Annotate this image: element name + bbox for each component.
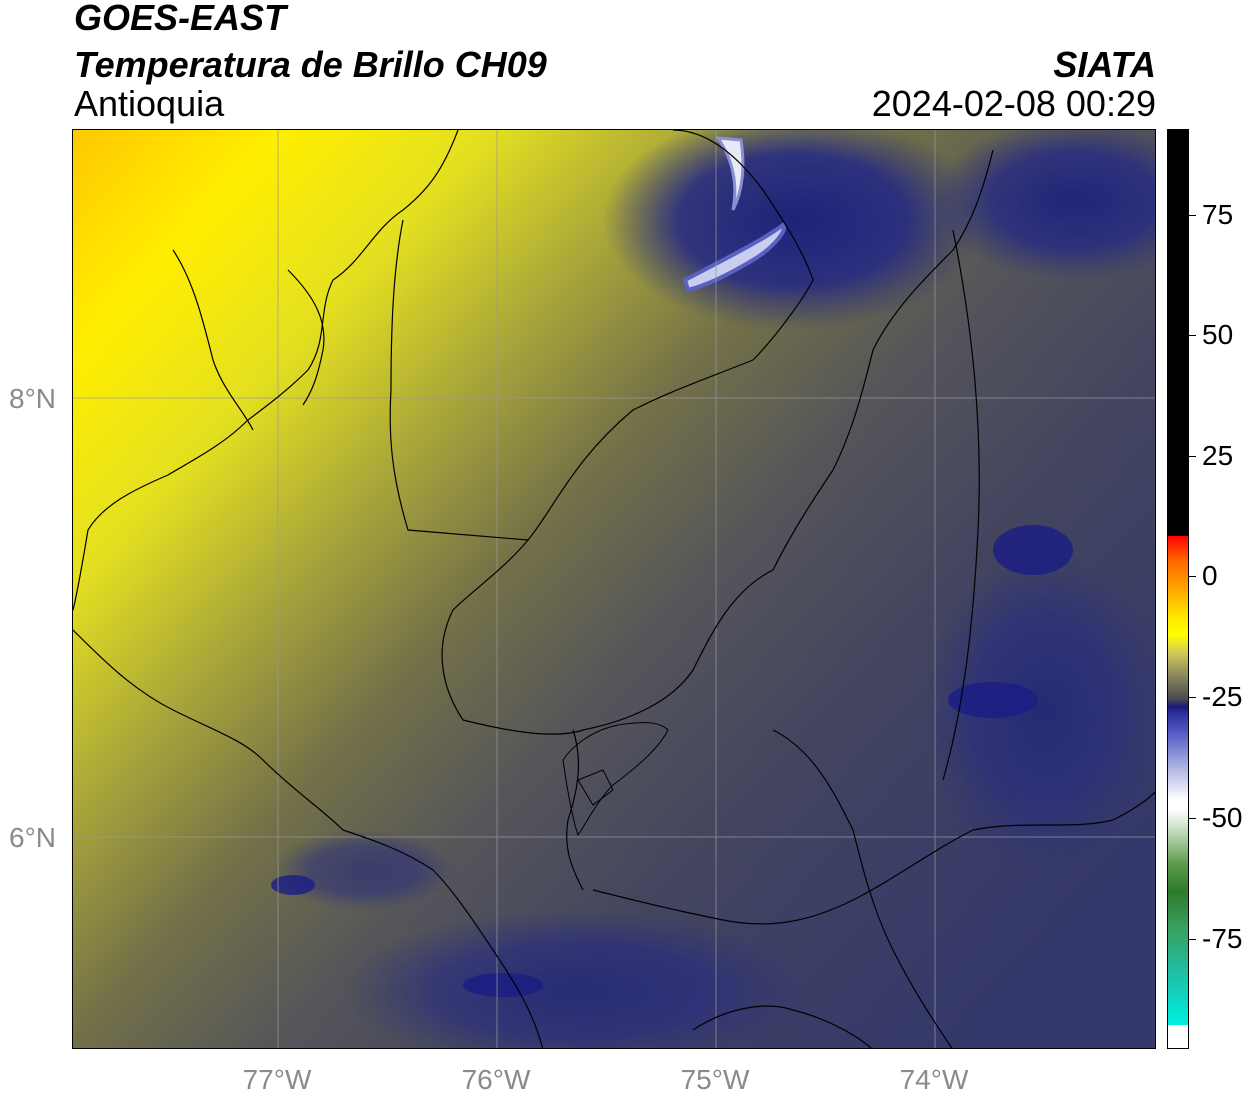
coastline-gulf-uraba-east <box>287 269 325 406</box>
coastline-gulf-uraba-west <box>172 249 254 431</box>
lon-label-75w: 75°W <box>680 1064 750 1095</box>
lat-label-6n: 6°N <box>9 822 56 853</box>
colorbar-label-25: 25 <box>1202 440 1234 471</box>
colorbar-tick-minus-50 <box>1189 818 1196 819</box>
brightness-temperature-map <box>73 130 1155 1048</box>
moist-area-southwest <box>273 830 453 910</box>
moist-area-south <box>343 910 803 1048</box>
colorbar-tick-0 <box>1189 576 1196 577</box>
lon-label-77w: 77°W <box>242 1064 312 1095</box>
department-borders <box>73 130 1155 1048</box>
colorbar-tick-25 <box>1189 456 1196 457</box>
colorbar-tick-minus-75 <box>1189 939 1196 940</box>
temperature-colorbar <box>1167 129 1189 1049</box>
colorbar-label-0: 0 <box>1202 560 1218 591</box>
satellite-title: GOES-EAST <box>74 0 287 38</box>
colorbar-label-minus-75: -75 <box>1202 923 1243 954</box>
cold-streak-north <box>714 136 745 211</box>
cold-spot-east-2 <box>948 682 1038 718</box>
region-subtitle: Antioquia <box>74 83 225 124</box>
product-title: Temperatura de Brillo CH09 <box>74 44 547 85</box>
agency-label: SIATA <box>1053 44 1156 85</box>
aburra-valley-municipalities <box>562 722 669 837</box>
timestamp-label: 2024-02-08 00:29 <box>871 83 1156 124</box>
colorbar-tick-minus-25 <box>1189 697 1196 698</box>
colorbar-label-75: 75 <box>1202 199 1234 230</box>
lat-label-8n: 8°N <box>9 383 56 414</box>
map-panel[interactable] <box>72 129 1156 1049</box>
colorbar-tick-75 <box>1189 215 1196 216</box>
cold-spot-south <box>463 973 543 997</box>
cold-spot-east-1 <box>993 525 1073 575</box>
colorbar-label-minus-50: -50 <box>1202 802 1243 833</box>
lon-label-76w: 76°W <box>461 1064 531 1095</box>
moist-area-east <box>923 550 1155 870</box>
lon-label-74w: 74°W <box>899 1064 969 1095</box>
cold-spot-southwest <box>271 875 315 895</box>
coastline-caribbean <box>73 130 459 611</box>
colorbar-tick-50 <box>1189 335 1196 336</box>
colorbar-label-minus-25: -25 <box>1202 681 1243 712</box>
colorbar-label-50: 50 <box>1202 319 1234 350</box>
